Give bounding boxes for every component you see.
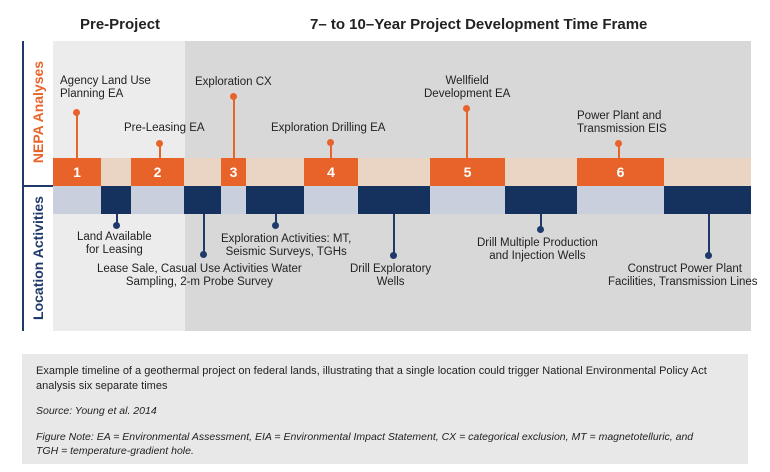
nepa-annotation-4: Exploration Drilling EA bbox=[271, 122, 386, 134]
location-annotation-1-line2: for Leasing bbox=[85, 244, 143, 256]
location-annotation-5-line2: and Injection Wells bbox=[489, 250, 586, 262]
nepa-block-2 bbox=[131, 158, 184, 186]
location-annotation-5: Drill Multiple Production and Injection … bbox=[477, 237, 598, 263]
location-annotation-4-line1: Drill Exploratory bbox=[350, 263, 432, 275]
nepa-number-1: 1 bbox=[73, 164, 81, 180]
pre-project-header: Pre-Project bbox=[80, 16, 161, 33]
nepa-annotation-1-line1: Agency Land Use bbox=[60, 75, 151, 87]
nepa-dot-3 bbox=[230, 93, 237, 100]
location-dot-3 bbox=[272, 222, 279, 229]
location-side-label: Location Activities bbox=[30, 196, 46, 320]
location-annotation-6: Construct Power Plant Facilities, Transm… bbox=[608, 263, 758, 289]
nepa-number-6: 6 bbox=[616, 164, 625, 180]
location-annotation-5-line1: Drill Multiple Production bbox=[477, 237, 598, 249]
location-annotation-4: Drill Exploratory Wells bbox=[350, 263, 431, 289]
location-dot-6 bbox=[705, 252, 712, 259]
location-annotation-3: Exploration Activities: MT, Seismic Surv… bbox=[221, 233, 351, 259]
location-block-3 bbox=[246, 186, 304, 214]
nepa-number-3: 3 bbox=[229, 164, 238, 180]
location-annotation-1: Land Available for Leasing bbox=[77, 231, 152, 257]
nepa-stem-2 bbox=[159, 144, 161, 158]
location-block-1 bbox=[101, 186, 131, 214]
location-annotation-3-line1: Exploration Activities: MT, bbox=[221, 233, 352, 245]
location-dot-2 bbox=[200, 251, 207, 258]
nepa-dot-1 bbox=[73, 109, 80, 116]
nepa-annotation-6-line2: Transmission EIS bbox=[577, 123, 667, 135]
location-annotation-4-line2: Wells bbox=[376, 276, 405, 288]
side-divider bbox=[22, 185, 53, 187]
nepa-stem-3 bbox=[233, 97, 235, 158]
nepa-dot-5 bbox=[463, 105, 470, 112]
location-stem-3 bbox=[275, 214, 277, 226]
nepa-dot-6 bbox=[615, 140, 622, 147]
nepa-dot-2 bbox=[156, 140, 163, 147]
location-dot-4 bbox=[390, 252, 397, 259]
caption-figure-note: Figure Note: EA = Environmental Assessme… bbox=[36, 430, 736, 458]
nepa-stem-4 bbox=[330, 143, 332, 158]
location-annotation-6-line1: Construct Power Plant bbox=[627, 263, 742, 275]
nepa-block-1 bbox=[53, 158, 101, 186]
nepa-annotation-6: Power Plant and Transmission EIS bbox=[577, 110, 667, 136]
location-stem-6 bbox=[708, 214, 710, 255]
caption-text: Example timeline of a geothermal project… bbox=[36, 365, 707, 392]
location-side-panel bbox=[22, 187, 53, 331]
caption-source-text: Source: Young et al. 2014 bbox=[36, 405, 157, 417]
location-dot-1 bbox=[113, 222, 120, 229]
nepa-side-label: NEPA Analyses bbox=[30, 60, 46, 164]
location-stem-1 bbox=[116, 214, 118, 226]
side-border-top bbox=[22, 41, 24, 331]
location-annotation-1-line1: Land Available bbox=[77, 231, 152, 243]
location-annotation-2: Lease Sale, Casual Use Activities Water … bbox=[97, 263, 302, 289]
nepa-number-5: 5 bbox=[463, 164, 472, 180]
location-block-4 bbox=[358, 186, 430, 214]
timeframe-header: 7– to 10–Year Project Development Time F… bbox=[310, 16, 648, 33]
location-annotation-6-line2: Facilities, Transmission Lines bbox=[608, 276, 758, 288]
nepa-block-5 bbox=[430, 158, 505, 186]
location-block-2 bbox=[184, 186, 221, 214]
location-block-5 bbox=[505, 186, 577, 214]
location-block-6 bbox=[664, 186, 751, 214]
nepa-annotation-6-line1: Power Plant and bbox=[577, 110, 662, 122]
location-stem-4 bbox=[393, 214, 395, 255]
nepa-annotation-1: Agency Land Use Planning EA bbox=[60, 75, 151, 101]
nepa-side-panel bbox=[22, 41, 53, 185]
nepa-annotation-5-line1: Wellfield bbox=[445, 75, 489, 87]
caption-note-line2: TGH = temperature-gradient hole. bbox=[36, 445, 194, 457]
nepa-annotation-5-line2: Development EA bbox=[424, 88, 511, 100]
nepa-number-2: 2 bbox=[153, 164, 162, 180]
nepa-annotation-1-line2: Planning EA bbox=[60, 88, 124, 100]
nepa-block-6 bbox=[577, 158, 664, 186]
nepa-annotation-5: Wellfield Development EA bbox=[424, 75, 510, 101]
location-dot-5 bbox=[537, 226, 544, 233]
location-stem-5 bbox=[540, 214, 542, 230]
location-annotation-3-line2: Seismic Surveys, TGHs bbox=[225, 246, 347, 258]
nepa-annotation-3: Exploration CX bbox=[195, 76, 272, 88]
nepa-stem-5 bbox=[466, 109, 468, 158]
location-annotation-2-line1: Lease Sale, Casual Use Activities Water bbox=[97, 263, 302, 275]
caption-source: Source: Young et al. 2014 bbox=[36, 404, 157, 418]
location-annotation-2-line2: Sampling, 2-m Probe Survey bbox=[125, 276, 273, 288]
nepa-dot-4 bbox=[327, 139, 334, 146]
caption-note-line1: Figure Note: EA = Environmental Assessme… bbox=[36, 431, 694, 443]
location-stem-2 bbox=[203, 214, 205, 254]
nepa-number-4: 4 bbox=[327, 164, 335, 180]
nepa-annotation-2: Pre-Leasing EA bbox=[124, 122, 205, 134]
caption-box: Example timeline of a geothermal project… bbox=[22, 354, 748, 464]
nepa-stem-6 bbox=[618, 144, 620, 158]
nepa-stem-1 bbox=[76, 112, 78, 158]
nepa-block-4 bbox=[304, 158, 358, 186]
nepa-block-3 bbox=[221, 158, 246, 186]
